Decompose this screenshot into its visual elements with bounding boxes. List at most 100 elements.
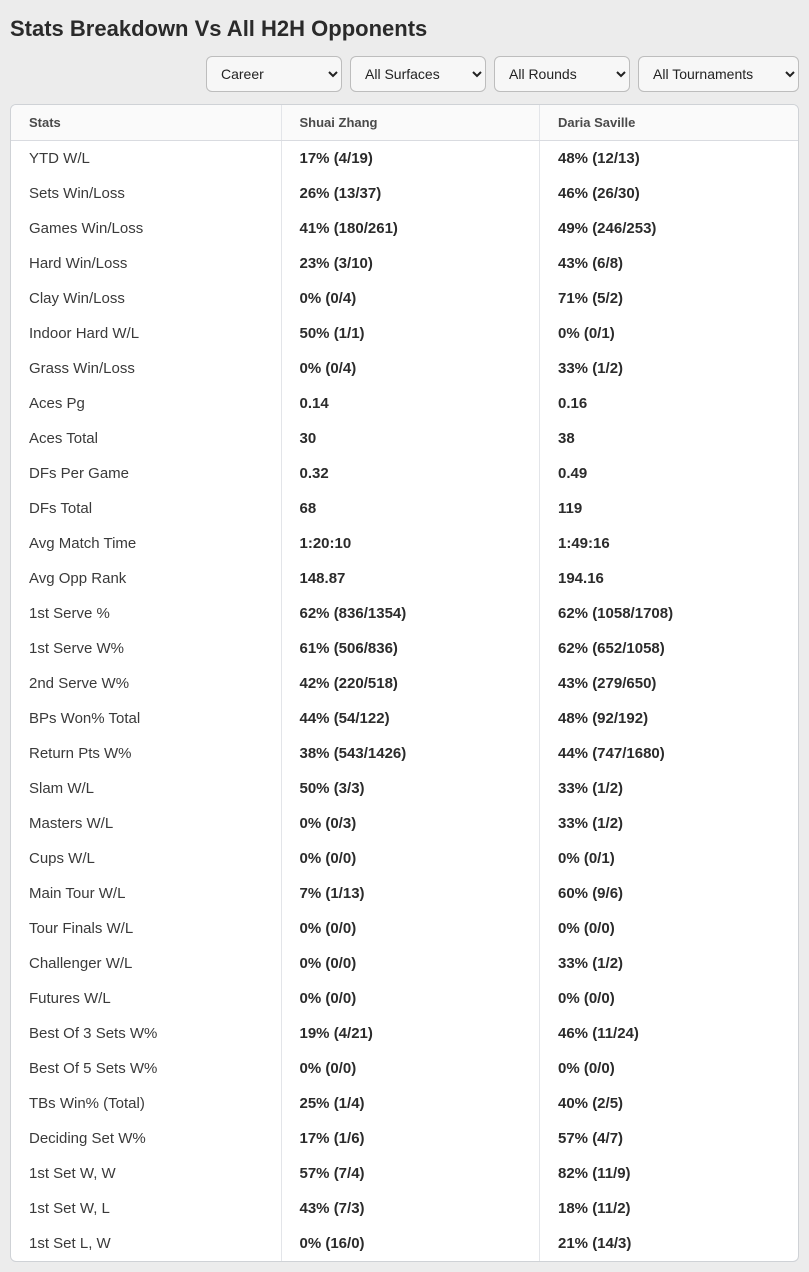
stats-header-stats: Stats	[11, 105, 281, 141]
player2-value: 40% (2/5)	[540, 1086, 799, 1121]
player2-value: 46% (11/24)	[540, 1016, 799, 1051]
player1-value: 1:20:10	[281, 526, 540, 561]
player1-value: 61% (506/836)	[281, 631, 540, 666]
table-row: Deciding Set W%17% (1/6)57% (4/7)	[11, 1121, 798, 1156]
player1-value: 0% (0/0)	[281, 946, 540, 981]
stat-label: Indoor Hard W/L	[11, 316, 281, 351]
table-row: 1st Serve W%61% (506/836)62% (652/1058)	[11, 631, 798, 666]
player1-value: 25% (1/4)	[281, 1086, 540, 1121]
player1-value: 57% (7/4)	[281, 1156, 540, 1191]
player1-value: 17% (4/19)	[281, 141, 540, 176]
player2-value: 57% (4/7)	[540, 1121, 799, 1156]
table-row: 1st Serve %62% (836/1354)62% (1058/1708)	[11, 596, 798, 631]
table-row: Clay Win/Loss0% (0/4)71% (5/2)	[11, 281, 798, 316]
stat-label: Masters W/L	[11, 806, 281, 841]
stat-label: Best Of 5 Sets W%	[11, 1051, 281, 1086]
stat-label: Sets Win/Loss	[11, 176, 281, 211]
stat-label: DFs Per Game	[11, 456, 281, 491]
player1-value: 7% (1/13)	[281, 876, 540, 911]
player1-value: 0% (0/0)	[281, 1051, 540, 1086]
stat-label: Slam W/L	[11, 771, 281, 806]
table-row: Tour Finals W/L0% (0/0)0% (0/0)	[11, 911, 798, 946]
stat-label: Deciding Set W%	[11, 1121, 281, 1156]
stat-label: 1st Set W, L	[11, 1191, 281, 1226]
table-row: Sets Win/Loss26% (13/37)46% (26/30)	[11, 176, 798, 211]
table-row: Hard Win/Loss23% (3/10)43% (6/8)	[11, 246, 798, 281]
player2-value: 71% (5/2)	[540, 281, 799, 316]
player1-value: 0.14	[281, 386, 540, 421]
table-row: Aces Pg0.140.16	[11, 386, 798, 421]
player2-value: 60% (9/6)	[540, 876, 799, 911]
stat-label: Games Win/Loss	[11, 211, 281, 246]
player2-value: 43% (6/8)	[540, 246, 799, 281]
player2-value: 0% (0/0)	[540, 911, 799, 946]
stat-label: Clay Win/Loss	[11, 281, 281, 316]
stat-label: Main Tour W/L	[11, 876, 281, 911]
player2-value: 0% (0/1)	[540, 316, 799, 351]
player1-value: 0% (0/3)	[281, 806, 540, 841]
player2-value: 18% (11/2)	[540, 1191, 799, 1226]
period-select[interactable]: Career	[206, 56, 342, 92]
player2-value: 194.16	[540, 561, 799, 596]
table-row: Best Of 3 Sets W%19% (4/21)46% (11/24)	[11, 1016, 798, 1051]
stat-label: 1st Set W, W	[11, 1156, 281, 1191]
table-row: Challenger W/L0% (0/0)33% (1/2)	[11, 946, 798, 981]
stat-label: Return Pts W%	[11, 736, 281, 771]
stat-label: YTD W/L	[11, 141, 281, 176]
table-row: 2nd Serve W%42% (220/518)43% (279/650)	[11, 666, 798, 701]
table-row: DFs Total68119	[11, 491, 798, 526]
table-row: YTD W/L17% (4/19)48% (12/13)	[11, 141, 798, 176]
stats-header-player1: Shuai Zhang	[281, 105, 540, 141]
player1-value: 26% (13/37)	[281, 176, 540, 211]
table-row: Avg Opp Rank148.87194.16	[11, 561, 798, 596]
table-row: Games Win/Loss41% (180/261)49% (246/253)	[11, 211, 798, 246]
page-title: Stats Breakdown Vs All H2H Opponents	[10, 16, 799, 42]
player1-value: 38% (543/1426)	[281, 736, 540, 771]
player1-value: 0% (0/4)	[281, 351, 540, 386]
stat-label: Best Of 3 Sets W%	[11, 1016, 281, 1051]
player2-value: 49% (246/253)	[540, 211, 799, 246]
player1-value: 44% (54/122)	[281, 701, 540, 736]
player1-value: 42% (220/518)	[281, 666, 540, 701]
stat-label: Challenger W/L	[11, 946, 281, 981]
player2-value: 0% (0/0)	[540, 981, 799, 1016]
table-row: 1st Set W, W57% (7/4)82% (11/9)	[11, 1156, 798, 1191]
filter-bar: Career All Surfaces All Rounds All Tourn…	[10, 56, 799, 92]
player1-value: 23% (3/10)	[281, 246, 540, 281]
player1-value: 0% (16/0)	[281, 1226, 540, 1261]
player1-value: 17% (1/6)	[281, 1121, 540, 1156]
table-row: Masters W/L0% (0/3)33% (1/2)	[11, 806, 798, 841]
player2-value: 48% (12/13)	[540, 141, 799, 176]
player2-value: 62% (652/1058)	[540, 631, 799, 666]
stat-label: 2nd Serve W%	[11, 666, 281, 701]
table-row: Aces Total3038	[11, 421, 798, 456]
player1-value: 148.87	[281, 561, 540, 596]
stat-label: Aces Pg	[11, 386, 281, 421]
table-row: BPs Won% Total44% (54/122)48% (92/192)	[11, 701, 798, 736]
player1-value: 43% (7/3)	[281, 1191, 540, 1226]
stat-label: Tour Finals W/L	[11, 911, 281, 946]
player2-value: 62% (1058/1708)	[540, 596, 799, 631]
rounds-select[interactable]: All Rounds	[494, 56, 630, 92]
player2-value: 48% (92/192)	[540, 701, 799, 736]
stat-label: Aces Total	[11, 421, 281, 456]
table-row: Grass Win/Loss0% (0/4)33% (1/2)	[11, 351, 798, 386]
tournaments-select[interactable]: All Tournaments	[638, 56, 799, 92]
table-row: 1st Set W, L43% (7/3)18% (11/2)	[11, 1191, 798, 1226]
player1-value: 68	[281, 491, 540, 526]
table-row: DFs Per Game0.320.49	[11, 456, 798, 491]
table-row: Slam W/L50% (3/3)33% (1/2)	[11, 771, 798, 806]
player1-value: 19% (4/21)	[281, 1016, 540, 1051]
table-row: Futures W/L0% (0/0)0% (0/0)	[11, 981, 798, 1016]
stat-label: Grass Win/Loss	[11, 351, 281, 386]
surface-select[interactable]: All Surfaces	[350, 56, 486, 92]
player2-value: 0% (0/1)	[540, 841, 799, 876]
player1-value: 50% (1/1)	[281, 316, 540, 351]
player2-value: 33% (1/2)	[540, 351, 799, 386]
stats-table: Stats Shuai Zhang Daria Saville YTD W/L1…	[11, 105, 798, 1261]
player2-value: 21% (14/3)	[540, 1226, 799, 1261]
player1-value: 0% (0/4)	[281, 281, 540, 316]
stats-header-player2: Daria Saville	[540, 105, 799, 141]
stat-label: BPs Won% Total	[11, 701, 281, 736]
player1-value: 50% (3/3)	[281, 771, 540, 806]
